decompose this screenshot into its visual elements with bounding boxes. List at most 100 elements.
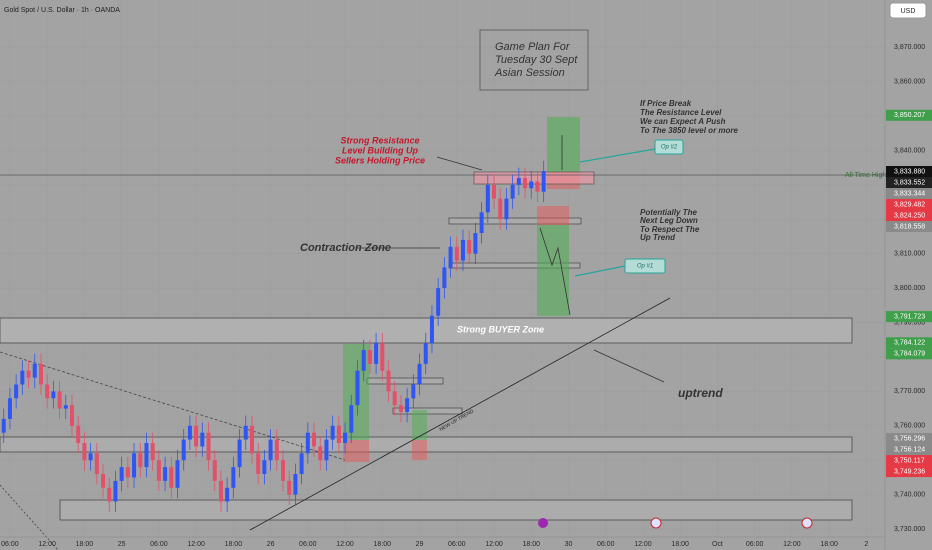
candle-body bbox=[380, 343, 385, 371]
contraction-box bbox=[448, 217, 582, 225]
candle-body bbox=[467, 239, 472, 254]
y-tick-label: 3,790.000 bbox=[894, 319, 925, 326]
trend-line bbox=[0, 351, 346, 461]
candle-body bbox=[200, 432, 205, 447]
x-tick-label: 12:00 bbox=[783, 541, 801, 548]
price-label: 3,749.236 bbox=[894, 468, 925, 475]
y-tick-label: 3,870.000 bbox=[894, 44, 925, 51]
short-target bbox=[537, 225, 569, 316]
candle-body bbox=[268, 439, 273, 461]
candle-body bbox=[336, 425, 341, 444]
note: Contraction Zone bbox=[300, 242, 391, 254]
price-label: 3,784.079 bbox=[894, 351, 925, 358]
candle-body bbox=[125, 467, 130, 478]
candle-body bbox=[523, 177, 528, 189]
x-tick-label: 26 bbox=[267, 541, 275, 548]
candle-body bbox=[299, 453, 304, 475]
candle-body bbox=[535, 181, 540, 192]
note: Level Building Up bbox=[342, 145, 419, 155]
candle-body bbox=[498, 198, 503, 220]
price-label-box bbox=[886, 198, 932, 210]
event-icon[interactable] bbox=[538, 518, 548, 528]
candle-body bbox=[206, 432, 211, 461]
note: To The 3850 level or more bbox=[640, 126, 739, 135]
candle-body bbox=[132, 453, 137, 478]
candle-body bbox=[349, 405, 354, 433]
event-icon[interactable] bbox=[801, 517, 813, 529]
candle-body bbox=[318, 446, 323, 461]
currency[interactable]: USD bbox=[901, 8, 916, 15]
candle-body bbox=[63, 405, 68, 409]
x-tick-label: 2 bbox=[864, 541, 868, 548]
note: Up Trend bbox=[640, 233, 676, 242]
x-tick-label: 06:00 bbox=[1, 541, 19, 548]
candle-body bbox=[88, 453, 93, 461]
candle-body bbox=[175, 460, 180, 488]
note: The Resistance Level bbox=[640, 108, 722, 117]
candle-body bbox=[442, 267, 447, 289]
arrow bbox=[436, 156, 483, 171]
x-tick-label: 06:00 bbox=[150, 541, 168, 548]
price-label-box bbox=[886, 165, 932, 177]
candle-body bbox=[454, 246, 459, 261]
arrow bbox=[593, 349, 665, 383]
candle-body bbox=[38, 363, 43, 385]
y-tick-label: 3,770.000 bbox=[894, 388, 925, 395]
candle-body bbox=[429, 315, 434, 344]
candle-body bbox=[249, 425, 254, 454]
candle-body bbox=[69, 405, 74, 426]
x-tick-label: 18:00 bbox=[225, 541, 243, 548]
y-tick-label: 3,800.000 bbox=[894, 285, 925, 292]
price-label-box bbox=[886, 109, 932, 121]
candle-body bbox=[361, 350, 366, 371]
price-label-box bbox=[886, 348, 932, 360]
price-label-box bbox=[886, 444, 932, 456]
event-icon[interactable] bbox=[650, 517, 662, 529]
candle-body bbox=[367, 350, 372, 364]
x-tick-label: 29 bbox=[416, 541, 424, 548]
contraction-box bbox=[366, 377, 444, 385]
candle-body bbox=[82, 443, 87, 461]
candle-body bbox=[1, 418, 6, 433]
price-label: 3,750.117 bbox=[894, 457, 925, 464]
y-tick-label: 3,760.000 bbox=[894, 423, 925, 430]
candle-body bbox=[32, 363, 37, 378]
price-label-box bbox=[886, 176, 932, 188]
candle-body bbox=[94, 453, 99, 475]
candle-body bbox=[256, 453, 261, 475]
price-label: 3,850.207 bbox=[894, 112, 925, 119]
price-label: 3,756.124 bbox=[894, 446, 925, 453]
candle-body bbox=[473, 233, 478, 254]
price-label-box bbox=[886, 187, 932, 199]
price-label: 3,818.558 bbox=[894, 223, 925, 230]
x-tick-label: 12:00 bbox=[634, 541, 652, 548]
price-label-box bbox=[886, 455, 932, 467]
candle-body bbox=[101, 474, 106, 488]
price-label: 3,791.723 bbox=[894, 313, 925, 320]
candle-body bbox=[516, 177, 521, 185]
price-label-box bbox=[886, 311, 932, 323]
candle-body bbox=[231, 467, 236, 488]
arrow bbox=[539, 227, 571, 316]
candle-body bbox=[448, 246, 453, 268]
price-label-box bbox=[886, 209, 932, 221]
x-tick-label: 12:00 bbox=[485, 541, 503, 548]
chart-title: Gold Spot / U.S. Dollar · 1h · OANDA bbox=[4, 7, 120, 14]
x-tick-label: 06:00 bbox=[448, 541, 466, 548]
connector bbox=[579, 148, 656, 163]
candle-body bbox=[355, 370, 360, 406]
trend-line bbox=[0, 484, 59, 550]
candle-body bbox=[57, 391, 62, 409]
currency-button[interactable] bbox=[889, 2, 927, 19]
x-tick-label: 18:00 bbox=[671, 541, 689, 548]
y-tick-label: 3,840.000 bbox=[894, 147, 925, 154]
candle-body bbox=[436, 288, 441, 316]
note: Sellers Holding Price bbox=[335, 155, 425, 165]
candle-body bbox=[281, 460, 286, 481]
note: To Respect The bbox=[640, 225, 700, 234]
candle-body bbox=[305, 432, 310, 454]
zone-label: Strong BUYER Zone bbox=[457, 324, 544, 334]
candle-body bbox=[386, 370, 391, 392]
